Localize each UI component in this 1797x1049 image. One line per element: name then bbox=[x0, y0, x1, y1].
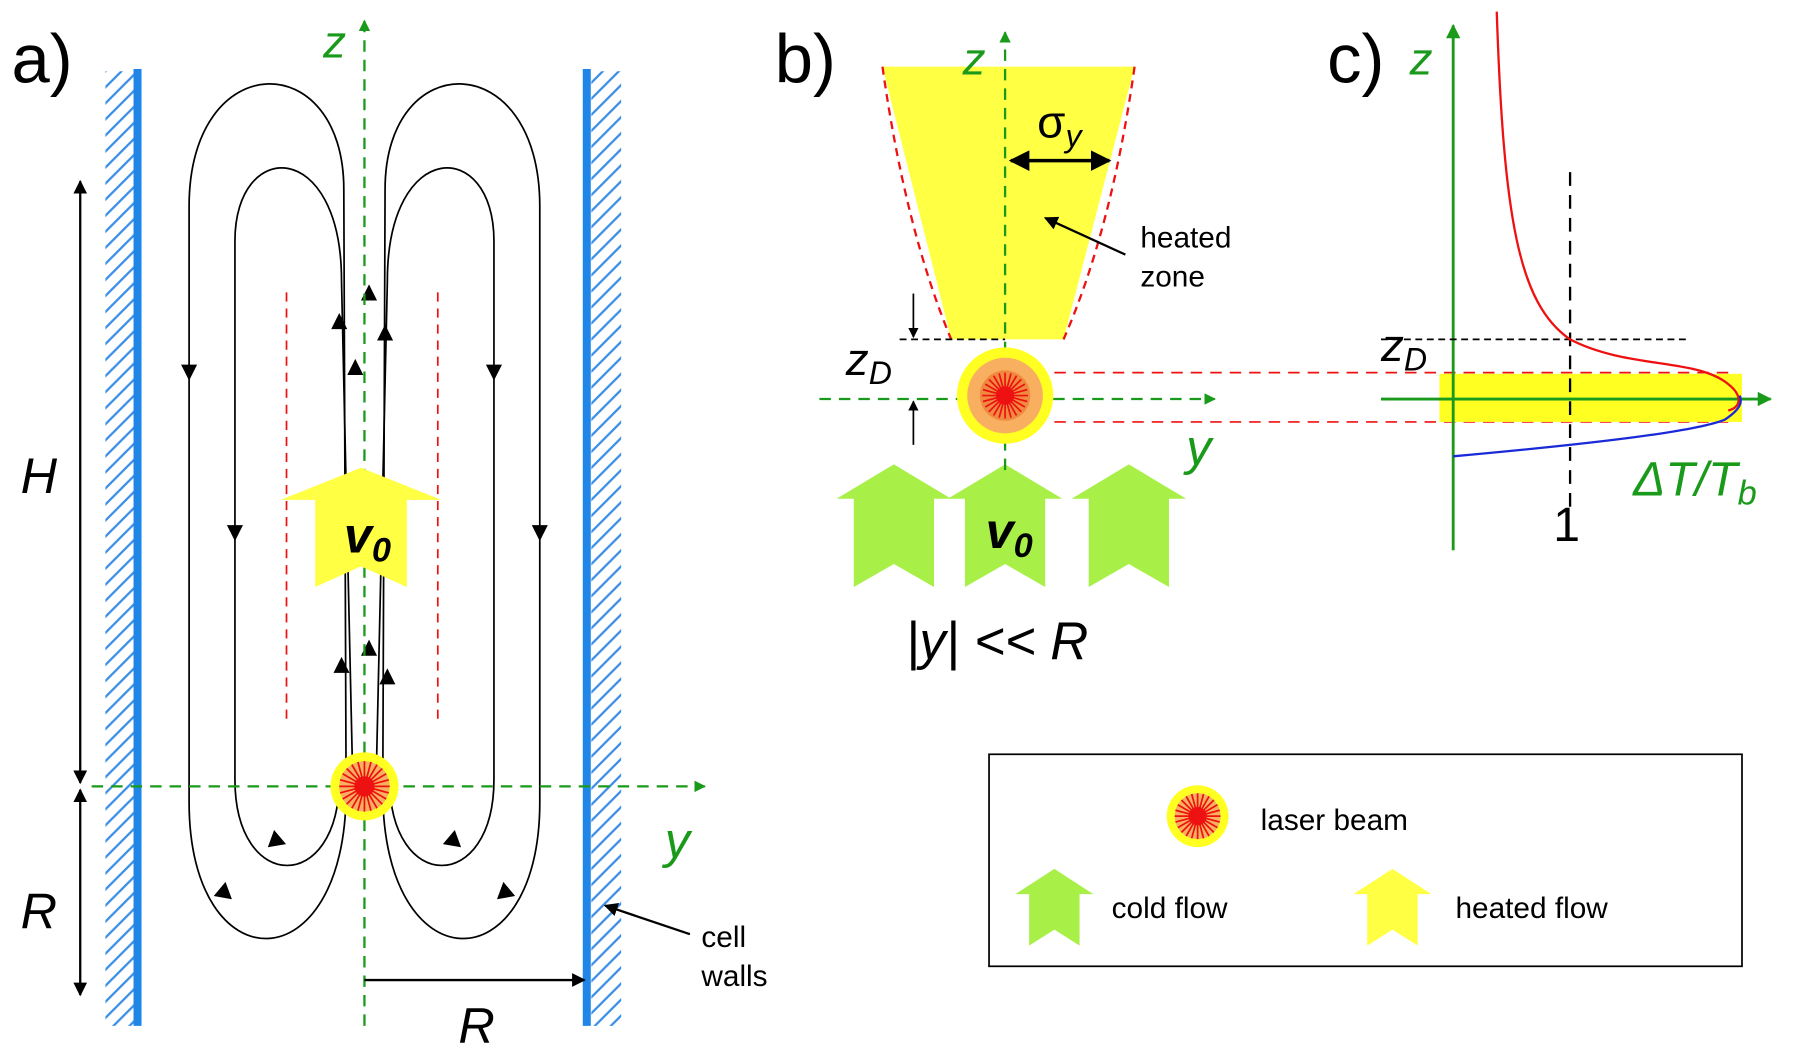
flow-arrowhead bbox=[485, 364, 502, 381]
flow-arrowhead bbox=[347, 358, 364, 375]
z-label: z bbox=[322, 16, 346, 67]
wall-hatch bbox=[591, 71, 622, 1026]
beam-center bbox=[1188, 807, 1207, 826]
flow-arrow bbox=[1071, 464, 1187, 587]
diagram: a) z y H R R cell walls v0 b) z y σy hea… bbox=[11, 11, 1773, 1049]
flow-arrowhead bbox=[377, 324, 394, 341]
radius-label: R bbox=[458, 997, 494, 1049]
flow-arrowhead bbox=[267, 830, 287, 848]
panel-label: a) bbox=[11, 21, 72, 98]
condition: |y| << R bbox=[906, 612, 1089, 671]
velocity-label: v0 bbox=[344, 507, 391, 570]
flow-arrowhead bbox=[442, 830, 462, 848]
sigma-label: σy bbox=[1037, 97, 1083, 154]
y-label: y bbox=[662, 811, 693, 868]
subscript: D bbox=[869, 355, 892, 391]
laser-beam bbox=[330, 752, 399, 821]
zone-pointer bbox=[1043, 216, 1126, 256]
walls-label: walls bbox=[700, 960, 767, 993]
heated-zone bbox=[882, 66, 1135, 340]
cold-flow-arrows bbox=[836, 464, 1187, 587]
subscript: y bbox=[1063, 118, 1083, 154]
flow-arrowhead bbox=[226, 525, 243, 542]
symbol: σ bbox=[1037, 97, 1065, 148]
flow-arrow bbox=[280, 467, 442, 587]
subscript: 0 bbox=[372, 532, 391, 570]
y-label: y bbox=[1183, 418, 1214, 475]
wall-hatch bbox=[105, 71, 136, 1026]
laser-beam bbox=[982, 372, 1029, 419]
legend-label: heated flow bbox=[1455, 892, 1608, 925]
subscript: 0 bbox=[1014, 527, 1033, 565]
subscript: b bbox=[1738, 474, 1757, 512]
zd-label: zD bbox=[1380, 320, 1427, 377]
legend-label: cold flow bbox=[1112, 892, 1228, 925]
red-dashes bbox=[285, 292, 439, 725]
flow-arrowhead bbox=[331, 313, 348, 330]
legend-icons bbox=[1015, 785, 1432, 946]
streamline bbox=[188, 83, 347, 940]
flow-arrowhead bbox=[333, 656, 350, 673]
flow-arrows bbox=[181, 284, 548, 900]
flow-arrow bbox=[836, 464, 952, 587]
flow-arrow bbox=[1015, 868, 1094, 946]
temperature-curve bbox=[1495, 11, 1740, 412]
flow-arrowhead bbox=[181, 364, 198, 381]
zone-edge bbox=[881, 66, 1136, 340]
flow-arrowhead bbox=[379, 668, 396, 685]
radius-label: R bbox=[21, 882, 57, 939]
flow-arrowhead bbox=[496, 881, 516, 900]
zone-label: heated bbox=[1140, 222, 1231, 255]
temperature-curve bbox=[1453, 395, 1742, 458]
streamlines bbox=[188, 83, 541, 940]
height-label: H bbox=[21, 447, 58, 504]
tick-label: 1 bbox=[1553, 498, 1580, 552]
x-label: ΔT/Tb bbox=[1632, 452, 1757, 512]
heated-flow-arrow bbox=[280, 467, 442, 587]
symbol: ΔT/T bbox=[1632, 452, 1741, 506]
walls-pointer bbox=[603, 903, 691, 936]
velocity-label: v0 bbox=[986, 502, 1033, 565]
symbol: v bbox=[344, 507, 375, 564]
flow-arrow bbox=[947, 464, 1063, 587]
streamline bbox=[234, 167, 354, 867]
zd-label: zD bbox=[845, 334, 892, 391]
walls-label: cell bbox=[701, 921, 746, 954]
legend-label: laser beam bbox=[1261, 804, 1408, 837]
beam-center bbox=[995, 386, 1015, 405]
symbol: z bbox=[1380, 320, 1404, 371]
symbol: z bbox=[845, 334, 869, 385]
flow-arrowhead bbox=[213, 881, 232, 900]
streamline bbox=[375, 167, 495, 867]
zone-label: zone bbox=[1140, 261, 1205, 294]
subscript: D bbox=[1404, 341, 1427, 377]
panel-label: b) bbox=[775, 21, 836, 98]
z-label: z bbox=[962, 34, 986, 85]
legend-box bbox=[988, 753, 1743, 968]
flow-arrowhead bbox=[531, 525, 548, 542]
symbol: v bbox=[986, 502, 1017, 559]
panel-label: c) bbox=[1327, 21, 1384, 98]
flow-arrow bbox=[1353, 868, 1432, 946]
beam-center bbox=[354, 776, 375, 797]
streamline bbox=[381, 83, 541, 940]
z-label: z bbox=[1409, 34, 1433, 85]
